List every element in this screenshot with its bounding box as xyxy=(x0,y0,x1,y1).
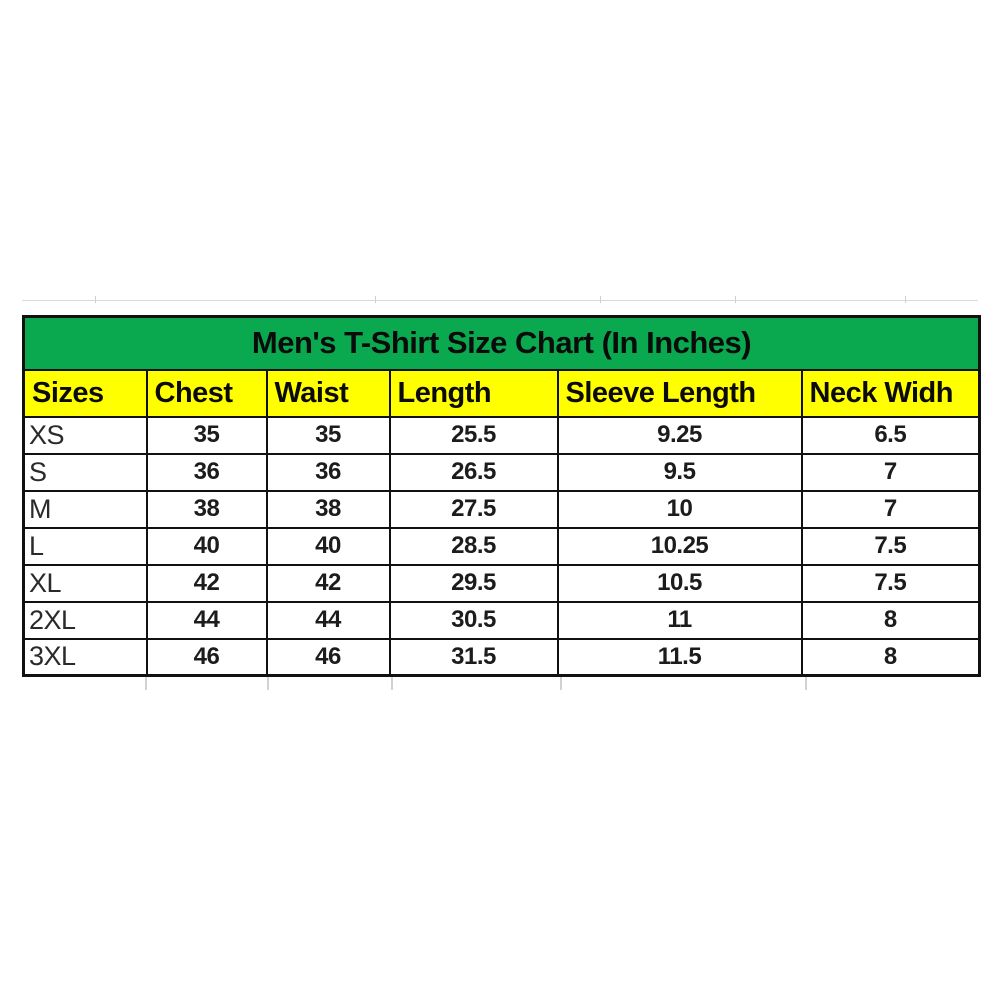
neck-width-cell: 8 xyxy=(800,600,981,640)
size-cell: XL xyxy=(22,563,148,603)
length-cell: 30.5 xyxy=(388,600,559,640)
chest-cell: 46 xyxy=(145,637,268,677)
spreadsheet-gridline-stub xyxy=(391,677,393,690)
column-header-waist: Waist xyxy=(265,368,391,418)
sleeve-length-cell: 11.5 xyxy=(556,637,803,677)
size-cell: S xyxy=(22,452,148,492)
spreadsheet-gridline-tick xyxy=(95,296,96,303)
chest-cell: 36 xyxy=(145,452,268,492)
spreadsheet-gridline-tick xyxy=(905,296,906,303)
spreadsheet-gridline-stub xyxy=(145,677,147,690)
spreadsheet-gridline-stub xyxy=(267,677,269,690)
table-header-row: Sizes Chest Waist Length Sleeve Length N… xyxy=(22,368,981,418)
table-row-l: L 40 40 28.5 10.25 7.5 xyxy=(22,526,981,566)
waist-cell: 36 xyxy=(265,452,391,492)
size-cell: 2XL xyxy=(22,600,148,640)
sleeve-length-cell: 9.25 xyxy=(556,415,803,455)
column-header-chest: Chest xyxy=(145,368,268,418)
sleeve-length-cell: 10.25 xyxy=(556,526,803,566)
waist-cell: 40 xyxy=(265,526,391,566)
sleeve-length-cell: 9.5 xyxy=(556,452,803,492)
neck-width-cell: 7.5 xyxy=(800,563,981,603)
table-row-xl: XL 42 42 29.5 10.5 7.5 xyxy=(22,563,981,603)
waist-cell: 42 xyxy=(265,563,391,603)
sleeve-length-cell: 10 xyxy=(556,489,803,529)
table-title-row: Men's T-Shirt Size Chart (In Inches) xyxy=(22,315,981,371)
column-header-length: Length xyxy=(388,368,559,418)
length-cell: 29.5 xyxy=(388,563,559,603)
waist-cell: 46 xyxy=(265,637,391,677)
spreadsheet-gridline-tick xyxy=(735,296,736,303)
length-cell: 27.5 xyxy=(388,489,559,529)
table-row-3xl: 3XL 46 46 31.5 11.5 8 xyxy=(22,637,981,677)
waist-cell: 44 xyxy=(265,600,391,640)
chest-cell: 38 xyxy=(145,489,268,529)
chest-cell: 40 xyxy=(145,526,268,566)
spreadsheet-gridline-tick xyxy=(600,296,601,303)
length-cell: 25.5 xyxy=(388,415,559,455)
column-header-neck-width: Neck Widh xyxy=(800,368,981,418)
table-row-s: S 36 36 26.5 9.5 7 xyxy=(22,452,981,492)
chest-cell: 42 xyxy=(145,563,268,603)
sleeve-length-cell: 11 xyxy=(556,600,803,640)
spreadsheet-gridline-stub xyxy=(560,677,562,690)
spreadsheet-gridline-top xyxy=(22,300,978,301)
waist-cell: 38 xyxy=(265,489,391,529)
table-row-2xl: 2XL 44 44 30.5 11 8 xyxy=(22,600,981,640)
neck-width-cell: 6.5 xyxy=(800,415,981,455)
waist-cell: 35 xyxy=(265,415,391,455)
table-title: Men's T-Shirt Size Chart (In Inches) xyxy=(22,315,981,371)
size-cell: L xyxy=(22,526,148,566)
chest-cell: 44 xyxy=(145,600,268,640)
length-cell: 26.5 xyxy=(388,452,559,492)
size-cell: XS xyxy=(22,415,148,455)
table-row-xs: XS 35 35 25.5 9.25 6.5 xyxy=(22,415,981,455)
length-cell: 31.5 xyxy=(388,637,559,677)
neck-width-cell: 7 xyxy=(800,489,981,529)
column-header-sleeve-length: Sleeve Length xyxy=(556,368,803,418)
column-header-sizes: Sizes xyxy=(22,368,148,418)
neck-width-cell: 7 xyxy=(800,452,981,492)
size-cell: M xyxy=(22,489,148,529)
chest-cell: 35 xyxy=(145,415,268,455)
neck-width-cell: 7.5 xyxy=(800,526,981,566)
spreadsheet-gridline-tick xyxy=(375,296,376,303)
spreadsheet-gridline-stub xyxy=(805,677,807,690)
length-cell: 28.5 xyxy=(388,526,559,566)
sleeve-length-cell: 10.5 xyxy=(556,563,803,603)
table-row-m: M 38 38 27.5 10 7 xyxy=(22,489,981,529)
size-chart-table: Men's T-Shirt Size Chart (In Inches) Siz… xyxy=(22,315,982,677)
neck-width-cell: 8 xyxy=(800,637,981,677)
size-cell: 3XL xyxy=(22,637,148,677)
